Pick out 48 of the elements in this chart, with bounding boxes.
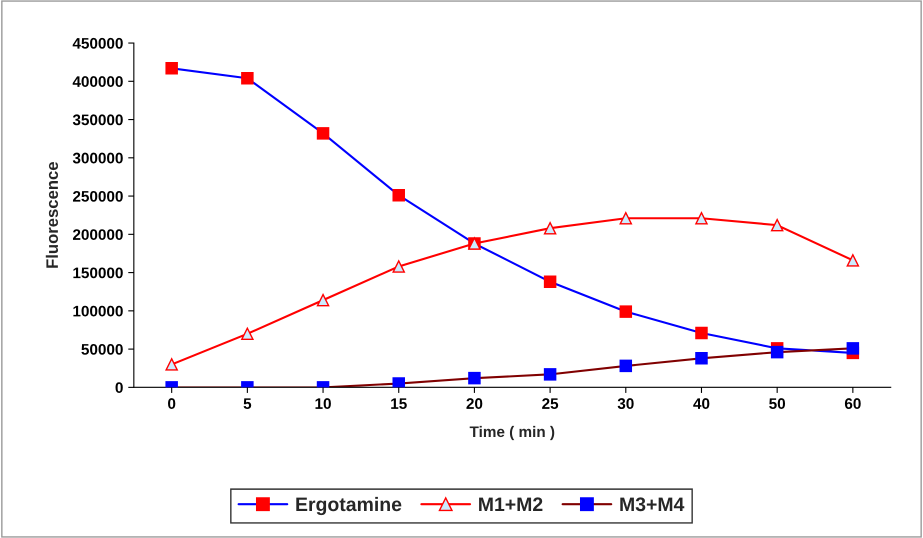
point [846,254,860,267]
x-tick-label: 10 [316,398,331,409]
point [241,328,254,340]
x-tick-label: 5 [244,398,252,409]
legend-label: M3+M4 [620,497,684,512]
y-axis-title: Fluorescence [46,162,58,268]
y-tick-label: 450000 [72,38,123,49]
y-tick-label: 50000 [81,344,123,355]
x-tick-label: 40 [693,398,710,409]
point [846,342,860,355]
y-tick-label: 250000 [72,190,123,202]
x-tick-label: 15 [391,398,407,409]
x-tick-label: 0 [168,398,176,409]
legend-label: M1+M2 [479,497,542,511]
legend-label: Ergotamine [296,496,402,516]
point [165,358,178,371]
point [316,127,330,140]
point [620,212,632,225]
point [695,352,708,365]
x-axis-title: Time ( min ) [470,426,554,440]
y-tick-label: 100000 [73,306,123,317]
point [620,305,632,318]
point [695,212,708,225]
point [544,222,556,234]
point [392,260,405,273]
point [241,72,254,84]
point [316,294,330,306]
y-tick-label: 350000 [72,114,123,126]
x-tick-label: 20 [466,398,482,409]
x-tick-label: 50 [769,398,786,409]
point [165,62,178,75]
x-tick-label: 30 [618,398,634,410]
y-tick-label: 400000 [72,76,123,87]
y-tick-label: 0 [116,382,123,394]
point [392,377,405,388]
point [770,218,784,232]
x-tick-label: 25 [542,398,558,409]
x-tick-label: 60 [844,398,861,409]
y-tick-label: 150000 [73,267,123,278]
y-tick-label: 200000 [72,229,123,240]
point [392,189,405,202]
point [770,346,784,358]
point [620,360,632,372]
point [544,276,556,288]
point [695,326,708,340]
point [468,372,481,384]
y-tick-label: 300000 [72,152,123,164]
point [544,368,556,381]
